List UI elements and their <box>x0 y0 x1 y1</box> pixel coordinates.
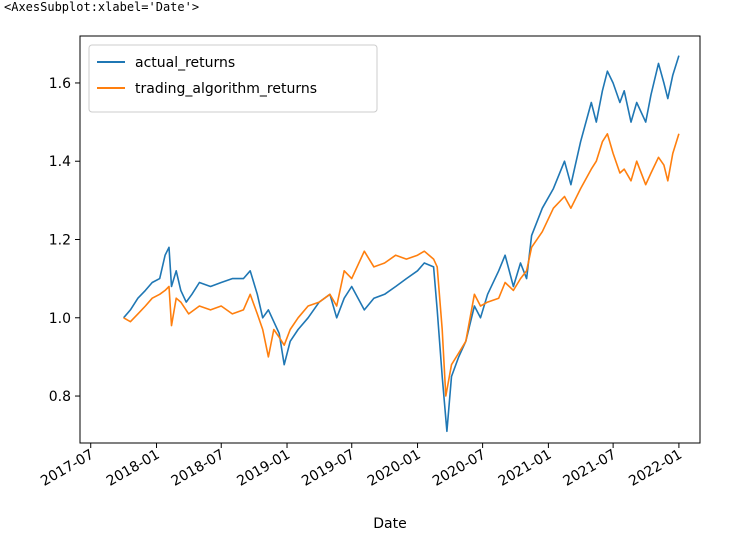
series-layer <box>122 55 680 433</box>
x-tick-label: 2019-01 <box>234 447 293 490</box>
x-axis-label: Date <box>373 516 406 532</box>
x-tick-label: 2022-01 <box>626 447 685 490</box>
x-tick-label: 2020-07 <box>430 447 489 490</box>
x-axis-ticks: 2017-07 2018-01 2018-07 2019-01 2019-07 2020-… <box>38 443 685 490</box>
legend-label-actual-returns: actual_returns <box>135 55 235 71</box>
x-tick-label: 2018-01 <box>104 447 163 490</box>
series-line-actual-returns <box>122 55 680 433</box>
x-tick-label: 2017-07 <box>38 447 97 490</box>
x-tick-label: 2021-01 <box>496 447 555 490</box>
y-tick-label: 1.2 <box>49 233 71 249</box>
axes-repr-text: <AxesSubplot:xlabel='Date'> <box>4 0 200 14</box>
y-tick-label: 1.6 <box>49 76 71 92</box>
legend-label-trading-algorithm-returns: trading_algorithm_returns <box>135 81 317 97</box>
legend-box <box>88 44 378 113</box>
x-tick-label: 2019-07 <box>299 447 358 490</box>
x-tick-label: 2020-01 <box>365 447 424 490</box>
y-axis-ticks: 0.8 1.0 1.2 1.4 1.6 <box>49 76 80 405</box>
y-tick-label: 1.0 <box>49 311 71 327</box>
y-tick-label: 0.8 <box>49 389 71 405</box>
series-line-trading-algorithm-returns <box>123 133 680 397</box>
legend: actual_returns trading_algorithm_returns <box>88 44 378 113</box>
y-tick-label: 1.4 <box>49 154 71 170</box>
x-tick-label: 2021-07 <box>560 447 619 490</box>
x-tick-label: 2018-07 <box>169 447 228 490</box>
